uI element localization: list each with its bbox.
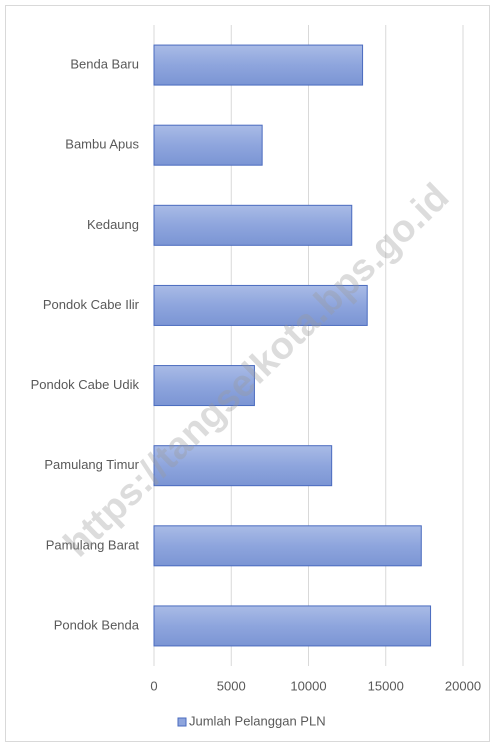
y-tick-label: Pamulang Barat — [46, 537, 140, 552]
x-tick-label: 15000 — [368, 678, 404, 693]
y-tick-label: Pamulang Timur — [44, 457, 139, 472]
y-tick-label: Pondok Cabe Ilir — [43, 297, 140, 312]
bar — [153, 365, 255, 407]
bar — [153, 124, 263, 166]
y-tick-label: Benda Baru — [70, 57, 139, 72]
bar — [153, 525, 422, 567]
x-tick-label: 10000 — [290, 678, 326, 693]
legend-label: Jumlah Pelanggan PLN — [189, 713, 326, 728]
y-tick-label: Pondok Cabe Udik — [31, 377, 140, 392]
x-tick-label: 0 — [150, 678, 157, 693]
y-tick-label: Pondok Benda — [54, 617, 140, 632]
x-tick-label: 20000 — [445, 678, 481, 693]
bar — [153, 284, 368, 326]
y-tick-label: Kedaung — [87, 217, 139, 232]
bar — [153, 44, 364, 86]
x-tick-label: 5000 — [217, 678, 246, 693]
bar — [153, 204, 353, 246]
bar — [153, 445, 333, 487]
legend-swatch — [177, 717, 187, 727]
y-tick-label: Bambu Apus — [65, 137, 139, 152]
bar — [153, 605, 432, 647]
